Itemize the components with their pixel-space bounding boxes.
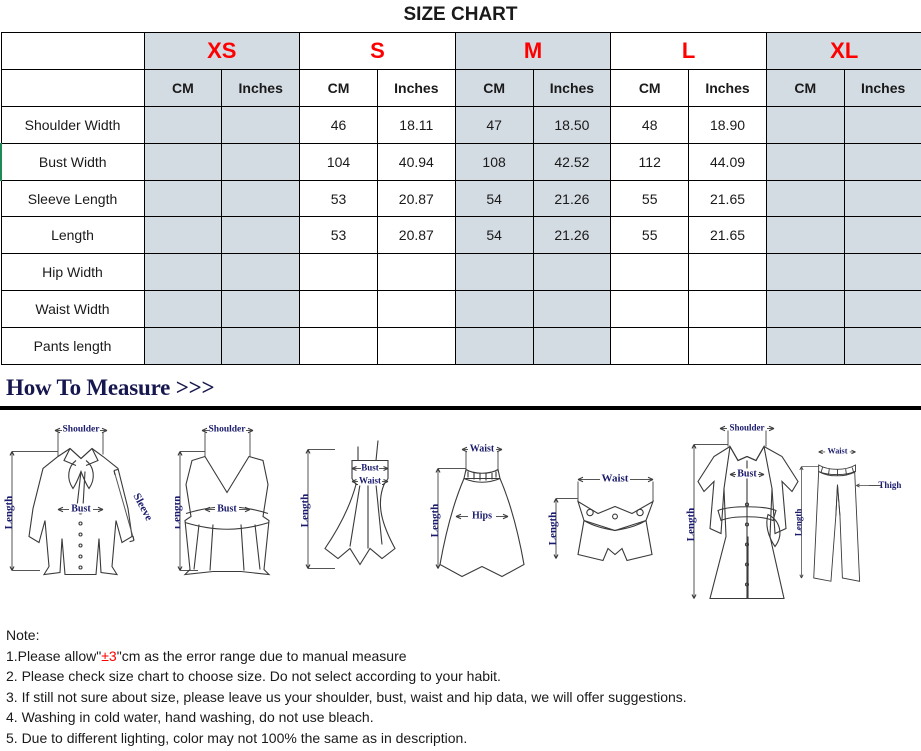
svg-text:Bust: Bust — [737, 469, 757, 480]
svg-text:Bust: Bust — [217, 504, 237, 515]
svg-text:Sleeve: Sleeve — [130, 491, 154, 523]
svg-text:Waist: Waist — [359, 476, 381, 486]
svg-text:Length: Length — [548, 512, 559, 546]
svg-text:Hips: Hips — [472, 511, 492, 522]
svg-text:Waist: Waist — [602, 473, 629, 485]
svg-text:Length: Length — [175, 496, 183, 530]
svg-text:Shoulder: Shoulder — [729, 423, 764, 433]
svg-text:Bust: Bust — [71, 504, 91, 515]
svg-text:Shoulder: Shoulder — [209, 425, 247, 435]
svg-text:Thigh: Thigh — [878, 480, 901, 490]
svg-text:Bust: Bust — [361, 463, 379, 473]
svg-text:Waist: Waist — [827, 447, 847, 456]
svg-text:Shoulder: Shoulder — [63, 425, 101, 435]
svg-text:Length: Length — [429, 504, 441, 538]
svg-text:Length: Length — [3, 496, 15, 530]
svg-text:Length: Length — [793, 509, 803, 537]
svg-text:Waist: Waist — [470, 444, 495, 455]
svg-text:Length: Length — [300, 494, 311, 528]
svg-text:Length: Length — [685, 508, 697, 542]
